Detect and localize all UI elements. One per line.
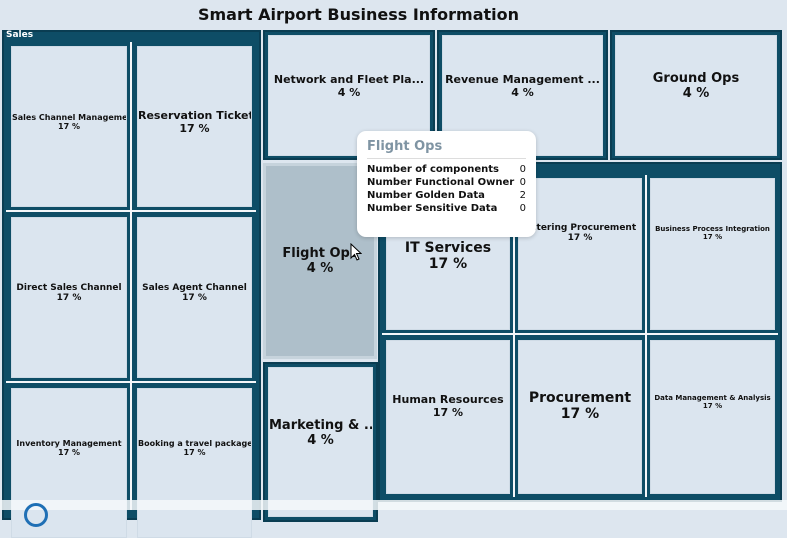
- tile-business-process-integration[interactable]: Business Process Integration 17 %: [650, 178, 775, 330]
- divider: [382, 333, 778, 335]
- divider: [645, 175, 647, 497]
- tile-ground-ops[interactable]: Ground Ops 4 %: [615, 35, 777, 156]
- tooltip-row: Number Functional Owner 0: [367, 176, 526, 189]
- tooltip-table: Number of components 0 Number Functional …: [367, 163, 526, 215]
- divider: [130, 42, 132, 510]
- mouse-cursor-icon: [350, 243, 362, 261]
- divider: [513, 175, 515, 497]
- tooltip-label: Number Sensitive Data: [367, 203, 498, 214]
- tooltip-value: 0: [519, 177, 526, 188]
- tooltip-value: 0: [519, 164, 526, 175]
- tooltip-label: Number of components: [367, 164, 499, 175]
- bottom-overlay: [0, 500, 787, 510]
- tooltip-title: Flight Ops: [367, 139, 526, 159]
- tooltip-row: Number Golden Data 2: [367, 189, 526, 202]
- tooltip-value: 0: [519, 203, 526, 214]
- tile-procurement[interactable]: Procurement 17 %: [518, 340, 642, 494]
- tile-catering-procurement[interactable]: Catering Procurement 17 %: [518, 178, 642, 330]
- tile-data-management-analysis[interactable]: Data Management & Analysis 17 %: [650, 340, 775, 494]
- tooltip-row: Number of components 0: [367, 163, 526, 176]
- divider: [6, 210, 256, 212]
- sales-group-label: Sales: [6, 30, 34, 40]
- tooltip-label: Number Golden Data: [367, 190, 485, 201]
- tooltip-label: Number Functional Owner: [367, 177, 515, 188]
- tile-sales-agent-channel[interactable]: Sales Agent Channel 17 %: [137, 217, 252, 378]
- divider: [6, 381, 256, 383]
- page-title: Smart Airport Business Information: [0, 0, 787, 30]
- tile-reservation-ticket[interactable]: Reservation Ticket 17 %: [137, 46, 252, 207]
- tile-marketing[interactable]: Marketing & ... 4 %: [268, 367, 373, 517]
- tile-direct-sales-channel[interactable]: Direct Sales Channel 17 %: [11, 217, 127, 378]
- tile-sales-channel-management[interactable]: Sales Channel Management 17 %: [11, 46, 127, 207]
- tooltip-value: 2: [519, 190, 526, 201]
- tooltip: Flight Ops Number of components 0 Number …: [357, 131, 536, 237]
- tile-booking-travel-package[interactable]: Booking a travel package 17 %: [137, 388, 252, 538]
- loading-circle-icon: [24, 503, 48, 527]
- tooltip-row: Number Sensitive Data 0: [367, 202, 526, 215]
- tile-human-resources[interactable]: Human Resources 17 %: [386, 340, 510, 494]
